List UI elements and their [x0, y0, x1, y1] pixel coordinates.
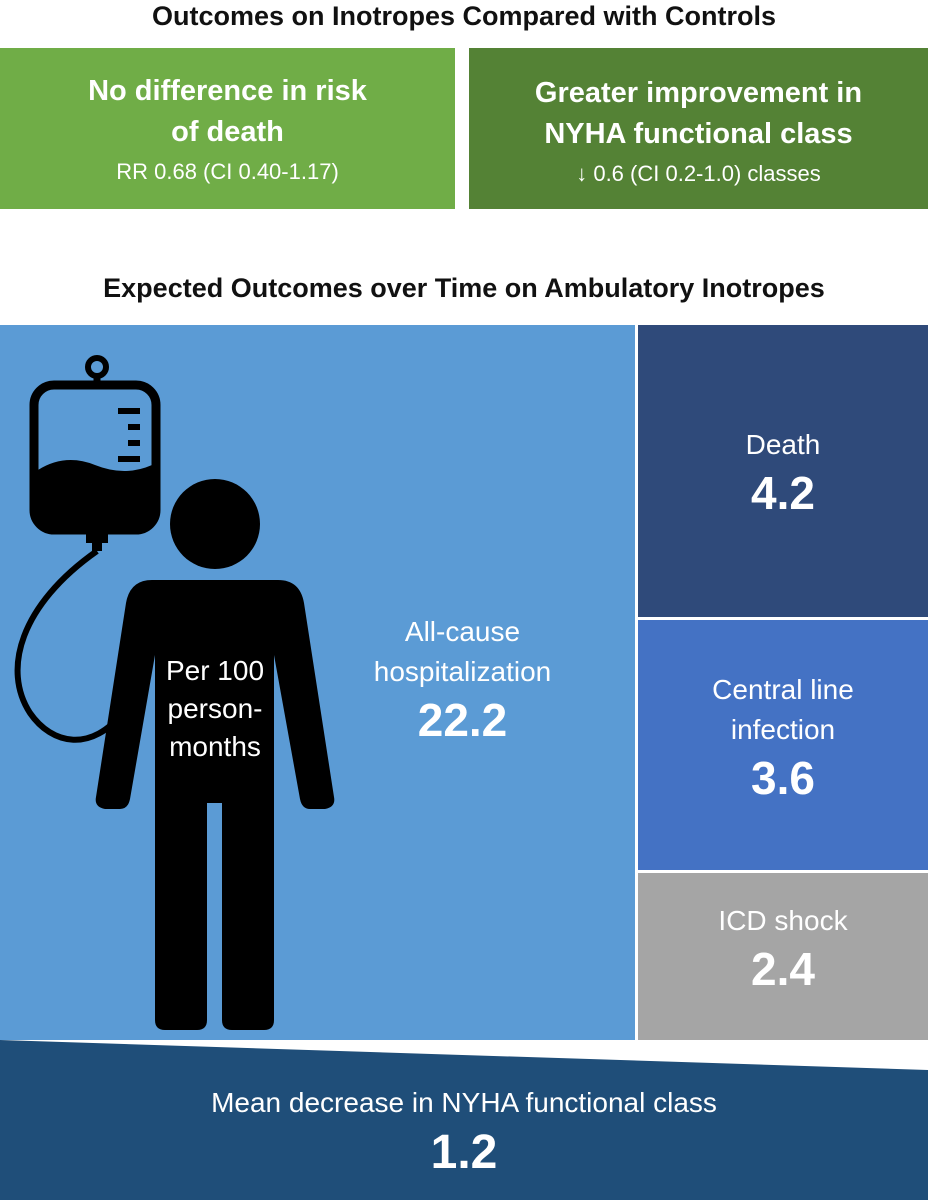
infection-tile: Central line infection 3.6 [638, 620, 928, 870]
mortality-title-line1: No difference in risk [88, 75, 367, 107]
death-tile: Death 4.2 [638, 325, 928, 617]
iv-bag-icon [29, 355, 161, 551]
person-label: Per 100 person- months [130, 652, 300, 766]
mortality-box: No difference in risk of death RR 0.68 (… [0, 48, 455, 209]
icd-label: ICD shock [718, 905, 848, 936]
iv-person-illustration [14, 355, 335, 1030]
person-label-line1: Per 100 [165, 655, 265, 686]
nyha-decrease-band-shape [0, 1040, 928, 1200]
mortality-stat: RR 0.68 (CI 0.40-1.17) [116, 159, 339, 184]
nyha-decrease-value: 1.2 [430, 1126, 498, 1179]
death-label: Death [745, 429, 821, 460]
hospitalization-tile: Per 100 person- months All-cause hospita… [0, 325, 635, 1040]
death-value: 4.2 [751, 467, 815, 519]
hospitalization-stat: All-cause hospitalization 22.2 [340, 612, 585, 748]
infection-value: 3.6 [751, 752, 815, 804]
hospitalization-label-line2: hospitalization [373, 656, 552, 687]
hospitalization-value: 22.2 [417, 694, 508, 746]
nyha-compare-stat: ↓ 0.6 (CI 0.2-1.0) classes [576, 161, 821, 186]
nyha-decrease-label: Mean decrease in NYHA functional class [211, 1087, 717, 1118]
compare-title: Outcomes on Inotropes Compared with Cont… [151, 1, 777, 31]
hospitalization-label-line1: All-cause [404, 616, 521, 647]
person-label-line2: person- [167, 693, 263, 724]
nyha-compare-title-line2: NYHA functional class [544, 118, 853, 150]
icd-tile: ICD shock 2.4 [638, 873, 928, 1040]
expected-title: Expected Outcomes over Time on Ambulator… [103, 273, 825, 303]
nyha-decrease-tile: Mean decrease in NYHA functional class 1… [0, 1082, 928, 1200]
infection-label-line2: infection [730, 714, 836, 745]
person-label-line3: months [169, 731, 261, 762]
iv-tube-icon [14, 548, 127, 743]
nyha-compare-title-line1: Greater improvement in [534, 77, 863, 109]
nyha-compare-box: Greater improvement in NYHA functional c… [469, 48, 928, 209]
person-silhouette-icon [95, 479, 335, 1030]
infection-label-line1: Central line [712, 674, 854, 705]
mortality-title-line2: of death [171, 116, 284, 148]
icd-value: 2.4 [751, 943, 815, 995]
